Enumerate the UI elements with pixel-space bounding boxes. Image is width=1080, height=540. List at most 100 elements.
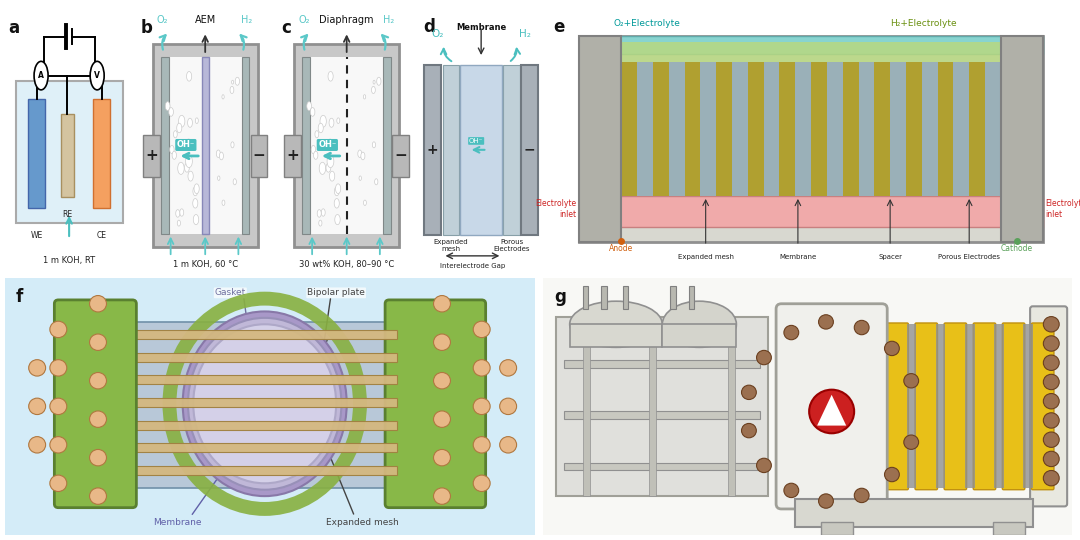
Bar <box>954 62 969 196</box>
Circle shape <box>473 398 490 415</box>
Bar <box>28 99 45 208</box>
Circle shape <box>185 163 189 172</box>
Text: +: + <box>145 148 158 164</box>
Circle shape <box>854 488 869 503</box>
Text: A: A <box>38 71 44 80</box>
Circle shape <box>500 437 516 453</box>
Circle shape <box>328 71 333 81</box>
Circle shape <box>179 209 184 216</box>
Circle shape <box>90 373 107 389</box>
Circle shape <box>313 151 318 159</box>
Bar <box>294 44 400 247</box>
Bar <box>985 62 1001 196</box>
Circle shape <box>327 155 334 167</box>
Bar <box>890 62 906 196</box>
Circle shape <box>337 118 340 124</box>
Bar <box>579 37 1043 242</box>
Bar <box>821 522 853 535</box>
Text: b: b <box>140 18 152 37</box>
Circle shape <box>364 200 366 206</box>
Bar <box>161 57 168 234</box>
Bar <box>1001 37 1043 242</box>
Circle shape <box>363 94 366 99</box>
Circle shape <box>50 321 67 338</box>
Circle shape <box>885 467 900 482</box>
Circle shape <box>221 94 225 99</box>
Circle shape <box>359 176 362 180</box>
Bar <box>133 443 397 453</box>
Text: Membrane: Membrane <box>153 518 202 527</box>
Bar <box>133 330 397 339</box>
Text: +: + <box>427 143 438 157</box>
Circle shape <box>473 475 490 491</box>
Text: −: − <box>394 148 407 164</box>
Text: Gasket: Gasket <box>215 288 246 298</box>
Circle shape <box>50 437 67 453</box>
Text: CE: CE <box>96 231 107 240</box>
Bar <box>565 360 760 368</box>
Circle shape <box>742 385 756 400</box>
Circle shape <box>319 123 323 133</box>
Ellipse shape <box>183 312 347 496</box>
Circle shape <box>29 437 45 453</box>
Circle shape <box>329 171 335 181</box>
Text: Electrolyte
inlet: Electrolyte inlet <box>536 199 577 219</box>
Circle shape <box>377 77 381 85</box>
Circle shape <box>473 321 490 338</box>
Text: H₂: H₂ <box>241 15 253 25</box>
FancyBboxPatch shape <box>886 323 908 490</box>
Bar <box>795 499 1032 527</box>
Bar <box>827 62 842 196</box>
Text: V: V <box>94 71 100 80</box>
Bar <box>1024 324 1032 488</box>
Text: 1 m KOH, 60 °C: 1 m KOH, 60 °C <box>173 260 238 269</box>
Circle shape <box>757 350 771 365</box>
Circle shape <box>357 150 362 158</box>
Bar <box>565 463 760 470</box>
Bar <box>143 135 160 177</box>
FancyBboxPatch shape <box>54 300 136 508</box>
Circle shape <box>433 334 450 350</box>
Bar <box>15 81 123 224</box>
Bar <box>671 286 676 309</box>
Bar <box>242 57 249 234</box>
Circle shape <box>1043 451 1059 467</box>
Bar <box>732 62 747 196</box>
Circle shape <box>433 449 450 466</box>
Circle shape <box>473 360 490 376</box>
Circle shape <box>318 210 321 217</box>
Text: Membrane: Membrane <box>780 254 816 260</box>
Circle shape <box>433 373 450 389</box>
Circle shape <box>335 187 339 195</box>
Circle shape <box>373 142 376 148</box>
Circle shape <box>307 102 311 111</box>
Bar <box>936 324 945 488</box>
Circle shape <box>784 326 799 340</box>
Circle shape <box>217 176 220 180</box>
Bar <box>383 57 391 234</box>
Text: OH⁻: OH⁻ <box>469 138 484 144</box>
Circle shape <box>35 62 49 90</box>
Bar <box>124 322 403 488</box>
Circle shape <box>904 435 919 449</box>
Circle shape <box>327 139 333 150</box>
Circle shape <box>904 374 919 388</box>
Circle shape <box>50 398 67 415</box>
Circle shape <box>854 320 869 335</box>
Text: c: c <box>282 18 292 37</box>
Bar <box>579 196 1043 227</box>
Ellipse shape <box>570 301 662 347</box>
Circle shape <box>29 360 45 376</box>
Bar <box>93 99 110 208</box>
Bar <box>602 286 607 309</box>
Polygon shape <box>818 395 847 426</box>
Bar <box>443 65 459 235</box>
Bar <box>747 62 764 196</box>
Bar <box>284 135 301 177</box>
Circle shape <box>194 184 199 193</box>
Bar <box>637 62 653 196</box>
Bar <box>622 286 627 309</box>
Bar <box>689 286 694 309</box>
Circle shape <box>219 152 224 160</box>
Circle shape <box>177 123 181 133</box>
